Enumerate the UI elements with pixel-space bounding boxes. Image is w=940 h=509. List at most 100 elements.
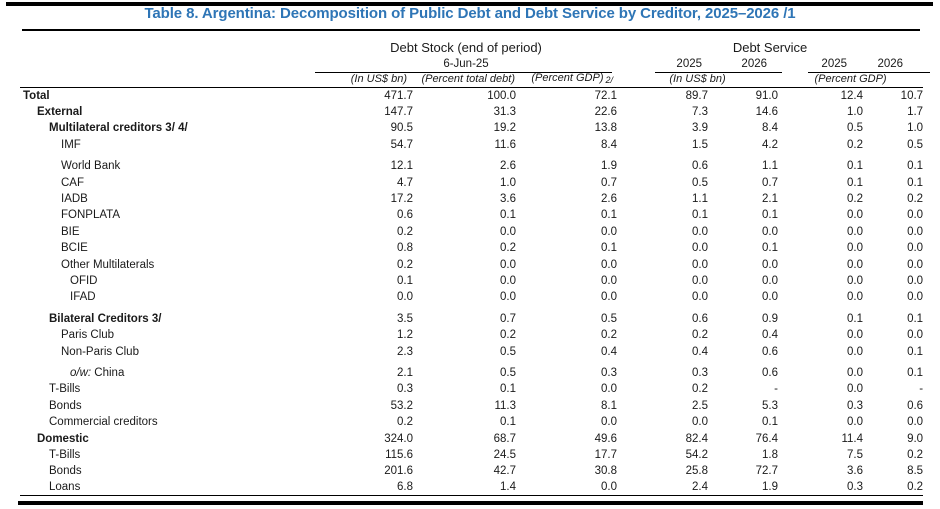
debt-table: Debt Stock (end of period) Debt Service … xyxy=(20,34,924,497)
value-cell: 54.7 xyxy=(390,138,413,151)
value-cell: 0.6 xyxy=(907,399,924,412)
value-cell: 0.1 xyxy=(601,242,618,255)
value-cell: 3.6 xyxy=(500,193,516,206)
value-cell: 0.1 xyxy=(907,176,924,189)
value-cell: 0.0 xyxy=(847,329,864,342)
value-cell: 0.0 xyxy=(907,225,924,238)
value-cell: 0.6 xyxy=(762,345,779,358)
value-cell: 0.0 xyxy=(516,479,618,497)
row-label-text: Non-Paris Club xyxy=(61,345,139,358)
row-label-text: World Bank xyxy=(61,160,121,173)
row-label-text: Other Multilaterals xyxy=(61,258,155,271)
value-cell: 0.1 xyxy=(907,366,924,379)
value-cell: 0.0 xyxy=(601,225,618,238)
value-cell: 0.7 xyxy=(500,312,516,325)
value-cell: 0.4 xyxy=(692,345,709,358)
value-cell: 0.8 xyxy=(397,242,413,255)
value-cell: 0.0 xyxy=(601,291,618,304)
value-cell: 0.2 xyxy=(847,138,864,151)
value-cell: 0.1 xyxy=(500,416,516,429)
value-cell: 7.3 xyxy=(692,106,709,119)
value-cell: 1.7 xyxy=(907,106,924,119)
value-cell: 5.3 xyxy=(762,399,779,412)
table-row: Commercial creditors 0.2 0.1 0.0 0.0 0.1 0.0 0… xyxy=(20,414,923,430)
row-label: Bilateral Creditors 3/ xyxy=(20,306,315,327)
table-row: Other Multilaterals 0.2 0.0 0.0 0.0 0.0 0.0 0.… xyxy=(20,256,923,272)
row-label-text: FONPLATA xyxy=(61,209,120,222)
value-cell: 0.0 xyxy=(500,258,516,271)
row-label: FONPLATA xyxy=(20,207,315,223)
value-cell: 0.6 xyxy=(397,209,413,222)
table-row: IADB 17.2 3.6 2.6 1.1 2.1 0.2 0.2 xyxy=(20,191,923,207)
value-cell: 0.2 xyxy=(500,242,516,255)
value-cell: 76.4 xyxy=(755,432,779,445)
row-label: IFAD xyxy=(20,289,315,305)
value-cell: 324.0 xyxy=(384,432,413,445)
value-cell: 0.2 xyxy=(907,193,924,206)
value-cell: 0.0 xyxy=(762,258,779,271)
value-cell: 0.0 xyxy=(847,366,864,379)
table-row: BIE 0.2 0.0 0.0 0.0 0.0 0.0 0.0 xyxy=(20,224,923,240)
value-cell: 0.0 xyxy=(847,225,864,238)
unit-header-stock-pct-gdp: (Percent GDP) 2/ xyxy=(516,72,618,88)
value-cell: 31.3 xyxy=(493,106,516,119)
row-label: Other Multilaterals xyxy=(20,256,315,272)
value-cell: 0.2 xyxy=(907,448,924,461)
value-cell: 0.0 xyxy=(847,258,864,271)
row-label-text: IMF xyxy=(61,138,81,151)
value-cell: 1.0 xyxy=(500,176,516,189)
row-label: Non-Paris Club xyxy=(20,343,315,359)
value-cell: 0.4 xyxy=(762,329,779,342)
value-cell: 91.0 xyxy=(755,89,779,102)
value-cell: 24.5 xyxy=(493,448,516,461)
value-cell: 147.7 xyxy=(384,106,413,119)
value-cell: 0.5 xyxy=(692,176,709,189)
row-label: IADB xyxy=(20,191,315,207)
value-cell: 2.6 xyxy=(500,160,516,173)
table-row: World Bank 12.1 2.6 1.9 0.6 1.1 0.1 0.1 xyxy=(20,153,923,174)
table-row: FONPLATA 0.6 0.1 0.1 0.1 0.1 0.0 0.0 xyxy=(20,207,923,223)
table-row: Total 471.7 100.0 72.1 89.7 91.0 12.4 10.7 xyxy=(20,88,923,104)
value-cell: 8.4 xyxy=(601,138,618,151)
table-row: Non-Paris Club 2.3 0.5 0.4 0.4 0.6 0.0 0.1 xyxy=(20,343,923,359)
table-row: T-Bills 115.6 24.5 17.7 54.2 1.8 7.5 0.2 xyxy=(20,447,923,463)
value-cell: 0.2 xyxy=(847,193,864,206)
value-cell: 17.7 xyxy=(594,448,618,461)
value-cell: 201.6 xyxy=(384,465,413,478)
value-cell: 0.0 xyxy=(601,383,618,396)
row-label: o/w: China xyxy=(20,360,315,381)
table-row: Loans 6.8 1.4 0.0 2.4 1.9 0.3 0.2 xyxy=(20,479,924,497)
value-cell: 2.1 xyxy=(397,366,413,379)
value-cell: 0.1 xyxy=(847,160,864,173)
unit-header-service-usd: (In US$ bn) xyxy=(617,72,779,88)
value-cell: 0.1 xyxy=(847,312,864,325)
value-cell: 1.9 xyxy=(601,160,618,173)
value-cell: 0.1 xyxy=(762,416,779,429)
value-cell: 11.3 xyxy=(494,399,516,412)
row-label: T-Bills xyxy=(20,381,315,397)
row-label: Multilateral creditors 3/ 4/ xyxy=(20,120,315,136)
row-label-text: BIE xyxy=(61,225,80,238)
value-cell: 0.1 xyxy=(762,209,779,222)
row-label: BIE xyxy=(20,224,315,240)
value-cell: 0.0 xyxy=(500,274,516,287)
value-cell: 49.6 xyxy=(594,432,618,445)
value-cell: 0.5 xyxy=(847,122,864,135)
value-cell: 0.0 xyxy=(692,274,709,287)
value-cell: 0.2 xyxy=(692,383,709,396)
year-header: 2025 xyxy=(821,58,848,70)
value-cell: 0.0 xyxy=(907,329,924,342)
value-cell: 0.0 xyxy=(601,416,618,429)
value-cell: 0.5 xyxy=(500,366,516,379)
value-cell: 3.5 xyxy=(397,312,413,325)
value-cell: 13.8 xyxy=(594,122,618,135)
value-cell: 0.1 xyxy=(907,345,924,358)
value-cell: 0.0 xyxy=(692,225,709,238)
value-cell: 0.1 xyxy=(907,312,924,325)
value-cell: 0.3 xyxy=(847,399,864,412)
year-header: 2025 xyxy=(676,58,703,70)
value-cell: 11.6 xyxy=(494,138,516,151)
value-cell: 0.0 xyxy=(692,291,709,304)
value-cell: 0.2 xyxy=(601,329,618,342)
value-cell: 0.0 xyxy=(907,274,924,287)
